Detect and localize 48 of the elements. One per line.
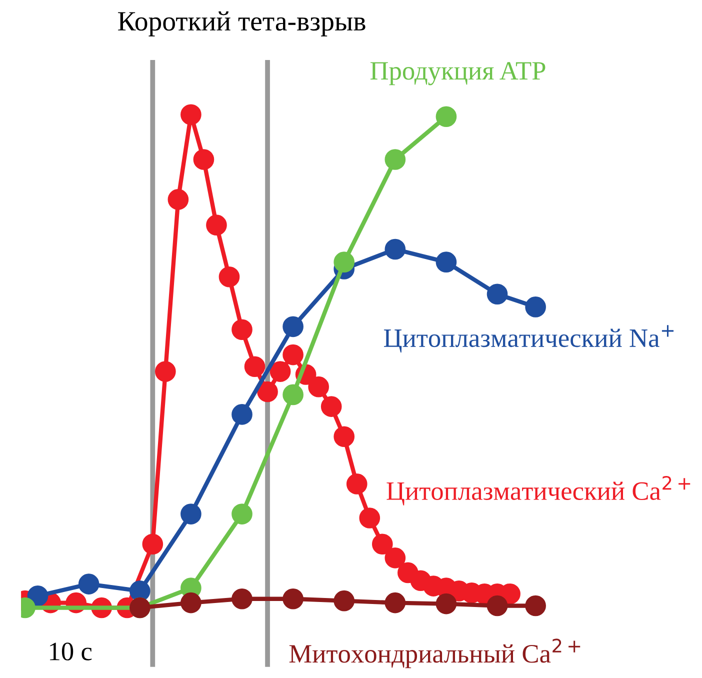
- series-label: Цитоплазматический Na$^{+}$: [384, 325, 674, 352]
- point: [218, 266, 240, 288]
- point: [129, 580, 150, 602]
- point: [436, 252, 457, 272]
- point: [359, 508, 380, 528]
- point: [334, 252, 355, 272]
- point: [384, 149, 406, 170]
- point: [525, 296, 546, 318]
- point: [282, 384, 304, 406]
- point: [232, 404, 252, 425]
- point: [142, 534, 164, 555]
- point: [193, 149, 214, 170]
- point: [27, 585, 48, 606]
- point: [244, 356, 266, 378]
- point: [346, 474, 368, 494]
- series-label: Цитоплазматический Ca$^{2+}$: [386, 476, 690, 506]
- point: [486, 595, 508, 616]
- chart-title: Короткий тета-взрыв: [118, 11, 366, 36]
- point: [334, 590, 355, 612]
- text: 10 с: [50, 642, 92, 660]
- point: [206, 214, 227, 236]
- point: [334, 426, 355, 448]
- point: [180, 592, 202, 614]
- point: [372, 534, 393, 555]
- point: [282, 344, 304, 366]
- point: [155, 361, 176, 382]
- point: [180, 504, 202, 524]
- series-label: Митохондриальный Ca$^{2+}$: [289, 638, 580, 668]
- point: [78, 574, 100, 594]
- point: [436, 593, 457, 614]
- point: [384, 238, 406, 260]
- series-label: Продукция ATP: [370, 62, 546, 86]
- point: [232, 504, 252, 524]
- point: [486, 284, 508, 305]
- point: [168, 189, 189, 210]
- point: [257, 381, 278, 402]
- point: [320, 396, 342, 417]
- point: [436, 106, 457, 128]
- point: [270, 361, 291, 382]
- point: [232, 319, 252, 340]
- point: [180, 104, 202, 126]
- point: [384, 548, 406, 568]
- point: [282, 588, 304, 610]
- point: [525, 595, 546, 616]
- point: [232, 588, 252, 610]
- point: [308, 376, 329, 398]
- point: [282, 316, 304, 338]
- point: [384, 592, 406, 614]
